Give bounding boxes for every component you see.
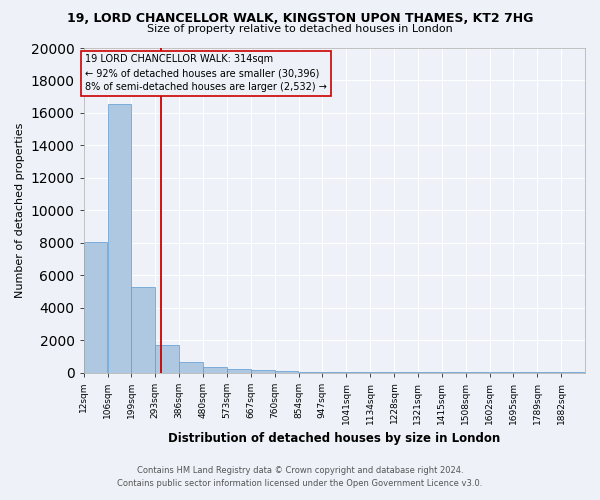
Bar	[83, 242, 107, 372]
Bar	[227, 370, 251, 372]
Bar	[155, 345, 179, 372]
Bar	[275, 371, 298, 372]
Text: Contains HM Land Registry data © Crown copyright and database right 2024.
Contai: Contains HM Land Registry data © Crown c…	[118, 466, 482, 487]
Text: 19 LORD CHANCELLOR WALK: 314sqm
← 92% of detached houses are smaller (30,396)
8%: 19 LORD CHANCELLOR WALK: 314sqm ← 92% of…	[85, 54, 327, 92]
Bar	[179, 362, 203, 372]
Y-axis label: Number of detached properties: Number of detached properties	[15, 122, 25, 298]
Text: Size of property relative to detached houses in London: Size of property relative to detached ho…	[147, 24, 453, 34]
X-axis label: Distribution of detached houses by size in London: Distribution of detached houses by size …	[168, 432, 500, 445]
Bar	[251, 370, 275, 372]
Text: 19, LORD CHANCELLOR WALK, KINGSTON UPON THAMES, KT2 7HG: 19, LORD CHANCELLOR WALK, KINGSTON UPON …	[67, 12, 533, 26]
Bar	[131, 286, 155, 372]
Bar	[203, 367, 227, 372]
Bar	[107, 104, 131, 372]
